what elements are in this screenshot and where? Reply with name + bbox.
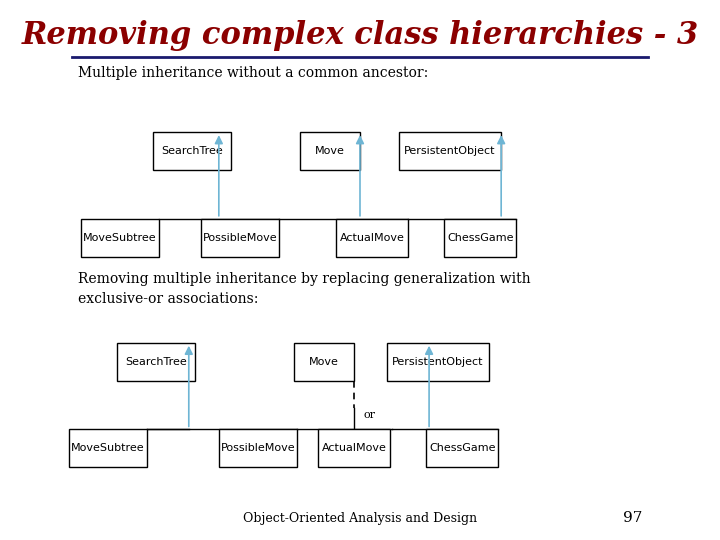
- FancyBboxPatch shape: [294, 343, 354, 381]
- Text: MoveSubtree: MoveSubtree: [71, 443, 145, 453]
- FancyBboxPatch shape: [444, 219, 516, 256]
- Text: or: or: [363, 410, 375, 420]
- FancyBboxPatch shape: [300, 132, 360, 170]
- Text: PossibleMove: PossibleMove: [220, 443, 295, 453]
- Text: MoveSubtree: MoveSubtree: [83, 233, 156, 242]
- Text: SearchTree: SearchTree: [125, 357, 186, 367]
- Text: PersistentObject: PersistentObject: [392, 357, 484, 367]
- Text: PersistentObject: PersistentObject: [405, 146, 496, 156]
- FancyBboxPatch shape: [336, 219, 408, 256]
- Text: PossibleMove: PossibleMove: [202, 233, 277, 242]
- FancyBboxPatch shape: [219, 429, 297, 467]
- Text: Move: Move: [315, 146, 345, 156]
- Text: SearchTree: SearchTree: [161, 146, 222, 156]
- Text: 97: 97: [623, 511, 642, 525]
- Text: Removing multiple inheritance by replacing generalization with
exclusive-or asso: Removing multiple inheritance by replaci…: [78, 272, 530, 306]
- FancyBboxPatch shape: [201, 219, 279, 256]
- FancyBboxPatch shape: [117, 343, 195, 381]
- FancyBboxPatch shape: [153, 132, 231, 170]
- FancyBboxPatch shape: [318, 429, 390, 467]
- Text: ActualMove: ActualMove: [340, 233, 405, 242]
- FancyBboxPatch shape: [399, 132, 501, 170]
- Text: ChessGame: ChessGame: [429, 443, 495, 453]
- Text: Object-Oriented Analysis and Design: Object-Oriented Analysis and Design: [243, 512, 477, 525]
- FancyBboxPatch shape: [68, 429, 147, 467]
- Text: Multiple inheritance without a common ancestor:: Multiple inheritance without a common an…: [78, 66, 428, 80]
- FancyBboxPatch shape: [387, 343, 489, 381]
- FancyBboxPatch shape: [426, 429, 498, 467]
- FancyBboxPatch shape: [81, 219, 158, 256]
- Text: Move: Move: [309, 357, 339, 367]
- Text: ActualMove: ActualMove: [322, 443, 387, 453]
- Text: ChessGame: ChessGame: [447, 233, 513, 242]
- Text: Removing complex class hierarchies - 3: Removing complex class hierarchies - 3: [22, 19, 698, 51]
